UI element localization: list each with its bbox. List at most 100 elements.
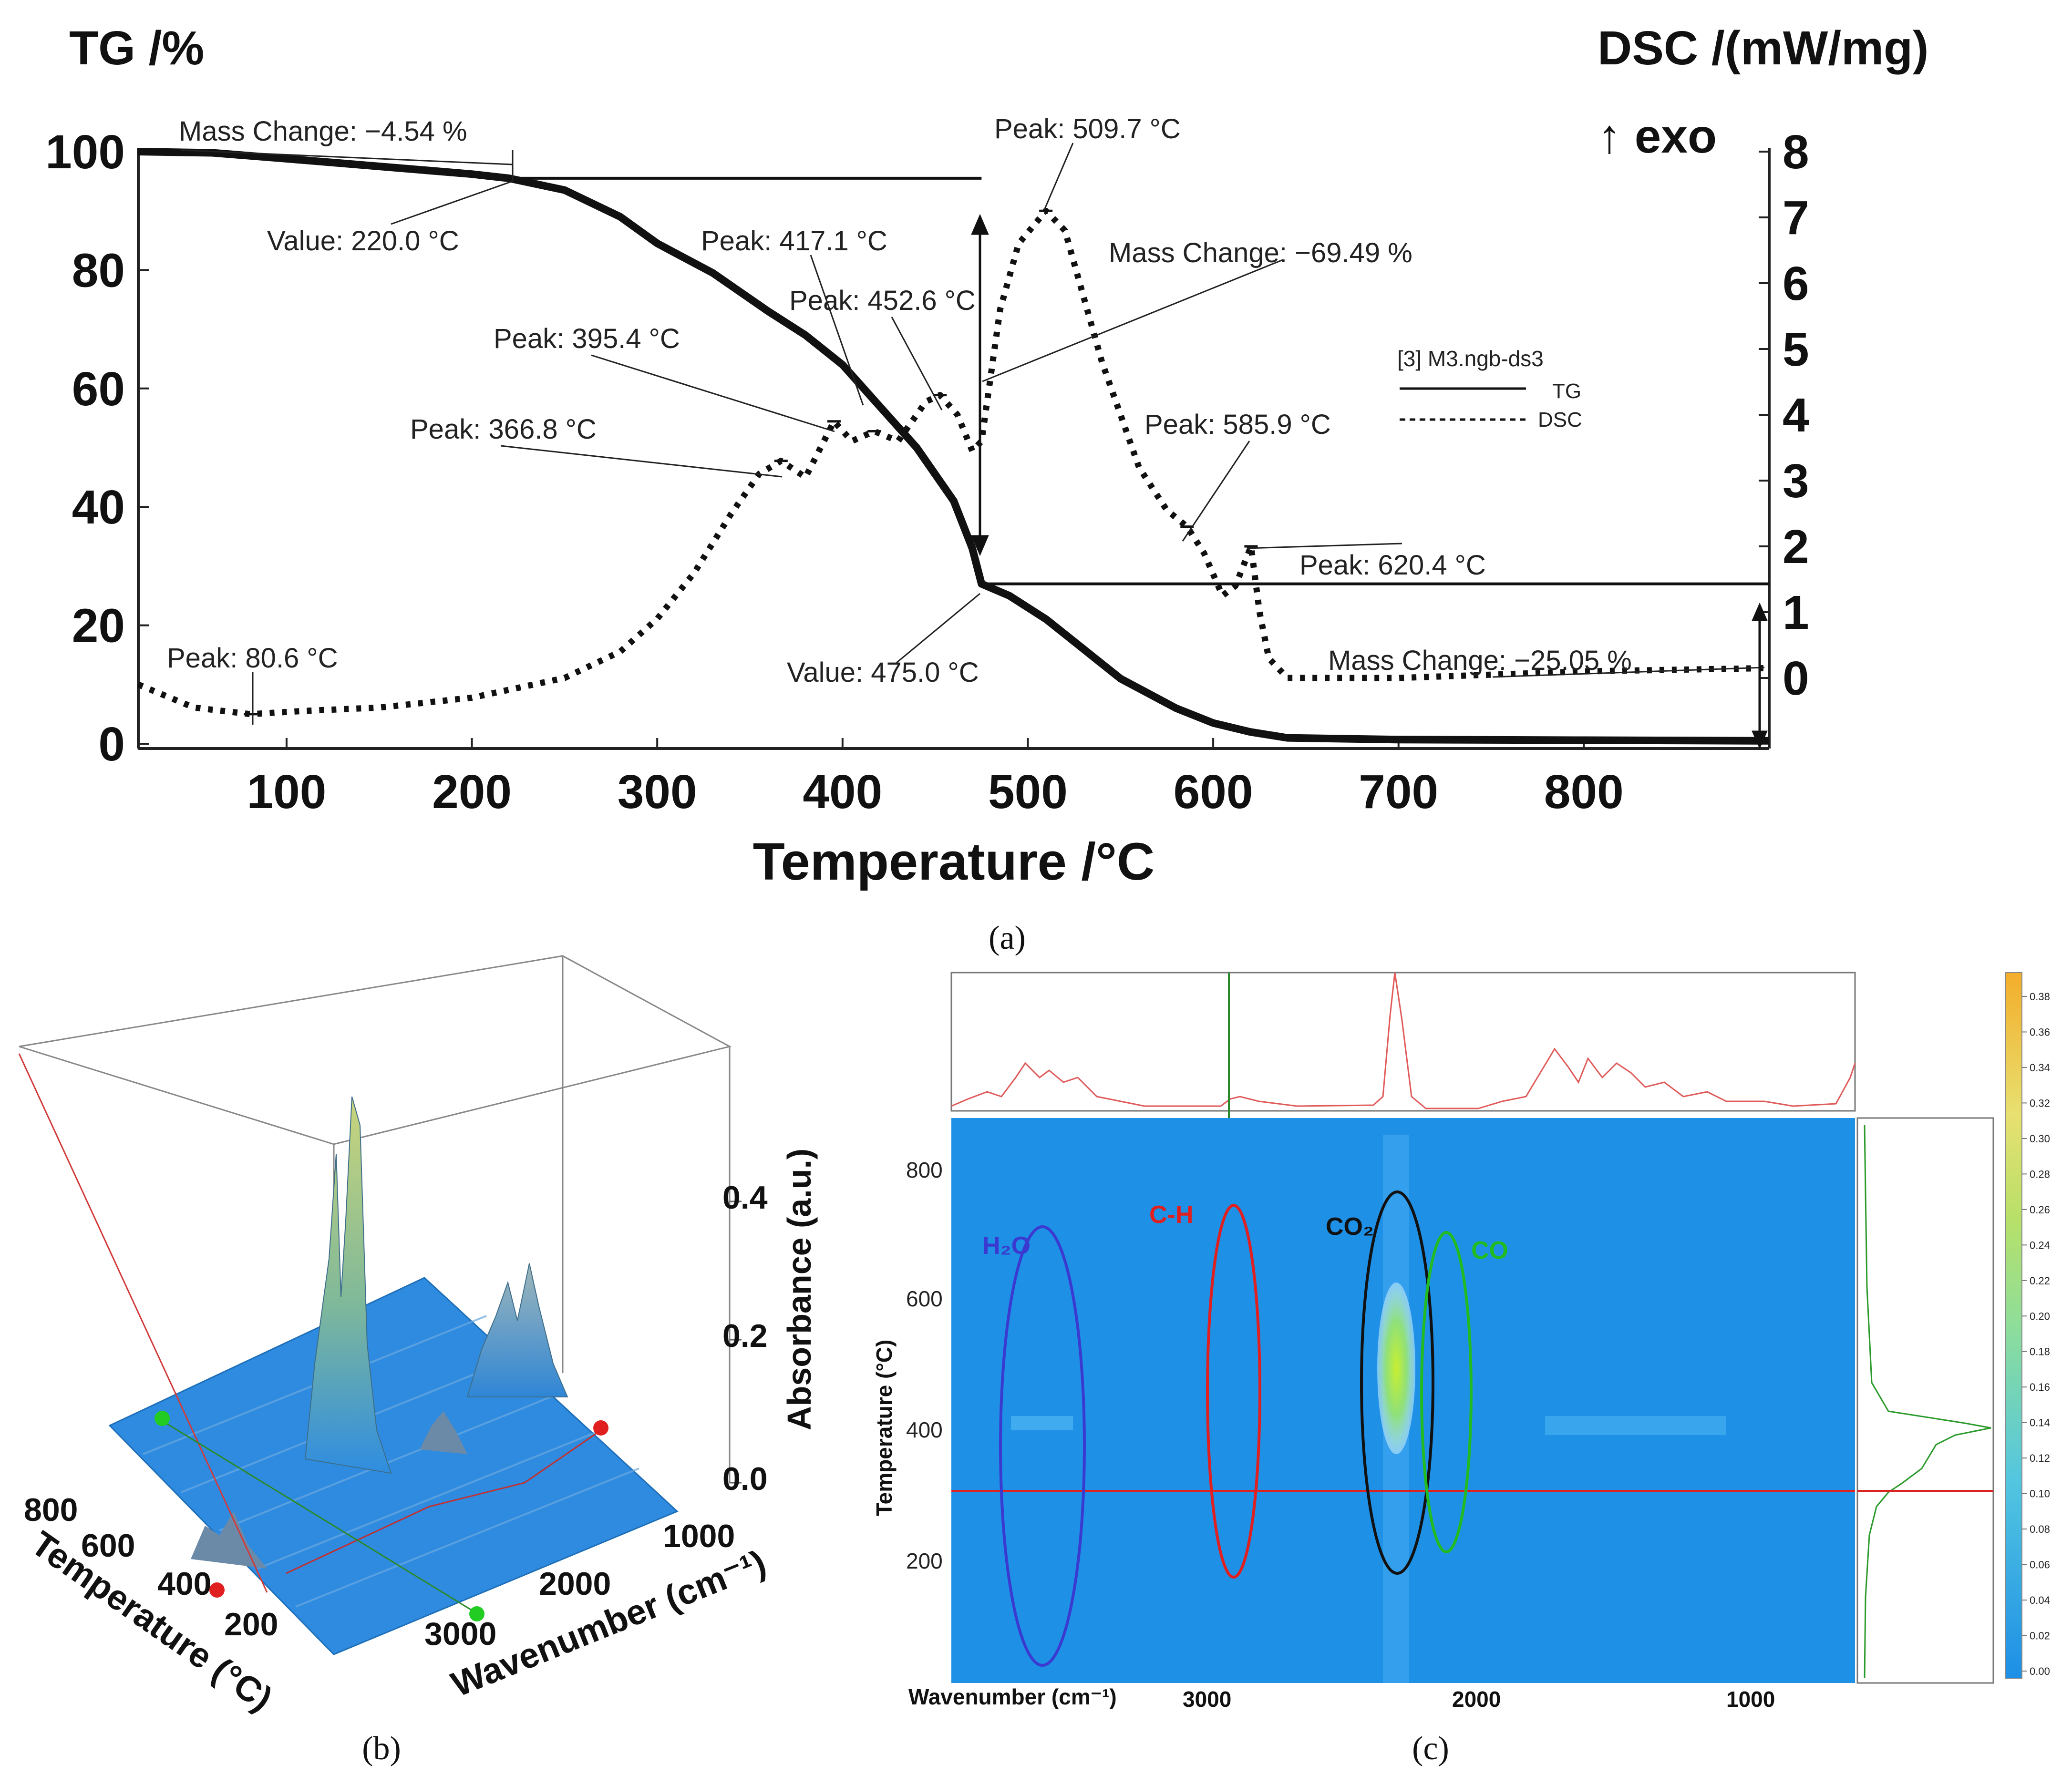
c-temp-tick-800: 800 — [906, 1158, 943, 1182]
colorbar-tick-label: 0.02 — [2030, 1630, 2050, 1642]
colorbar-tick-label: 0.32 — [2030, 1097, 2050, 1109]
marker-green-2 — [469, 1606, 484, 1621]
wn-tick-1000: 1000 — [663, 1518, 735, 1554]
surface-fingerprint-peaks — [466, 1263, 568, 1397]
top-spectrum-box — [950, 972, 1856, 1112]
colorbar-tick-label: 0.38 — [2030, 991, 2050, 1003]
right-tick-label: 4 — [1783, 389, 1809, 442]
z-tick-0-0: 0.0 — [722, 1461, 768, 1497]
colorbar-tick-label: 0.04 — [2030, 1594, 2050, 1606]
arrow-head-top-2 — [1752, 602, 1768, 621]
legend-sample-name: [3] M3.ngb-ds3 — [1397, 346, 1544, 371]
left-tick-label: 60 — [72, 362, 125, 416]
x-tick-label: 400 — [803, 765, 882, 819]
temp-tick-200: 200 — [224, 1606, 278, 1642]
surface-minor-peaks — [420, 1411, 467, 1454]
tg-dsc-ticks: 100 200 300 400 500 600 700 800 0 20 40 60 80 100 0 1 2 3… — [45, 125, 1809, 819]
colorbar-tick-label: 0.06 — [2030, 1559, 2050, 1571]
leader-peak-417-1 — [810, 255, 864, 406]
region-ch-label: C-H — [1149, 1201, 1193, 1229]
wn-tick-2000: 2000 — [539, 1566, 611, 1602]
colorbar-tick-label: 0.18 — [2030, 1346, 2050, 1358]
right-tick-label: 6 — [1783, 257, 1809, 310]
marker-red-1 — [593, 1420, 608, 1436]
box-top-face — [19, 955, 732, 1145]
region-water-label: H₂O — [982, 1232, 1031, 1260]
x-tick-label: 600 — [1174, 765, 1253, 819]
colorbar-tick-label: 0.10 — [2030, 1488, 2050, 1500]
annotations: Mass Change: −4.54 % Value: 220.0 °C Pea… — [167, 113, 1632, 688]
annotation-peak-366-8: Peak: 366.8 °C — [410, 414, 597, 445]
colorbar-tick-label: 0.20 — [2030, 1310, 2050, 1322]
fingerprint-band-faint — [1545, 1416, 1726, 1435]
leader-peak-395-4 — [591, 354, 835, 432]
left-tick-label: 20 — [72, 599, 125, 653]
leader-peak-509-7 — [1043, 143, 1074, 210]
x-tick-label: 500 — [988, 765, 1068, 819]
right-tick-label: 8 — [1783, 125, 1809, 179]
c-temp-tick-400: 400 — [906, 1417, 943, 1442]
leader-value-220 — [391, 180, 513, 225]
x-tick-label: 200 — [432, 765, 512, 819]
leader-mass-change-1 — [181, 149, 513, 165]
annotation-mass-change-3: Mass Change: −25.05 % — [1328, 645, 1632, 676]
co2-band-hotspot — [1377, 1283, 1415, 1454]
arrow-head-bottom-2 — [1752, 730, 1768, 749]
z-tick-0-4: 0.4 — [722, 1180, 768, 1216]
tg-curve — [138, 148, 1770, 745]
annotation-peak-585-9: Peak: 585.9 °C — [1144, 409, 1331, 440]
tg-axis-title: TG /% — [69, 21, 204, 75]
colorbar-tick-label: 0.26 — [2030, 1204, 2050, 1216]
colorbar-tick-label: 0.14 — [2030, 1417, 2050, 1429]
right-profile-trace — [1864, 1125, 1991, 1679]
right-tick-label: 3 — [1783, 454, 1809, 508]
wn-tick-3000: 3000 — [424, 1616, 496, 1652]
exo-direction-label: ↑ exo — [1598, 110, 1717, 163]
x-axis-title: Temperature /°C — [753, 832, 1155, 891]
c-x-axis-title: Wavenumber (cm⁻¹) — [908, 1684, 1117, 1709]
tg-dsc-chart: TG /% DSC /(mW/mg) ↑ exo 100 200 300 400 500… — [45, 21, 1928, 956]
leader-peak-585-9 — [1182, 441, 1250, 542]
temp-tick-600: 600 — [81, 1528, 135, 1564]
left-tick-label: 80 — [72, 244, 125, 297]
annotation-leaders — [181, 143, 1765, 725]
right-tick-label: 2 — [1783, 520, 1809, 574]
z-axis-title: Absorbance (a.u.) — [781, 1149, 818, 1430]
colorbar-tick-label: 0.24 — [2030, 1239, 2050, 1251]
x-tick-label: 100 — [247, 765, 326, 819]
ftir-2d-map: H₂O C-H CO₂ CO Temperature (°C) 800 600 … — [872, 972, 2050, 1767]
region-co2-label: CO₂ — [1326, 1213, 1374, 1241]
right-tick-label: 5 — [1783, 323, 1809, 376]
right-tick-label: 1 — [1783, 586, 1809, 639]
annotation-value-475: Value: 475.0 °C — [787, 657, 979, 688]
arrow-head-top — [971, 214, 989, 235]
temp-tick-800: 800 — [24, 1492, 78, 1528]
surface-ch-peaks — [191, 1511, 267, 1569]
c-temp-tick-200: 200 — [906, 1549, 943, 1573]
leader-value-475 — [896, 593, 980, 664]
marker-red-2 — [209, 1582, 225, 1598]
z-tick-0-2: 0.2 — [722, 1318, 768, 1354]
annotation-peak-452-6: Peak: 452.6 °C — [789, 285, 976, 316]
annotation-mass-change-2: Mass Change: −69.49 % — [1109, 237, 1412, 268]
annotation-peak-80-6: Peak: 80.6 °C — [167, 643, 338, 674]
temp-tick-400: 400 — [157, 1566, 211, 1602]
annotation-peak-620-4: Peak: 620.4 °C — [1299, 550, 1486, 581]
mass-change-arrows — [971, 214, 1768, 749]
panel-label-c: (c) — [1412, 1730, 1449, 1767]
marker-green-1 — [155, 1411, 170, 1426]
x-tick-label: 800 — [1544, 765, 1624, 819]
colorbar-tick-label: 0.16 — [2030, 1381, 2050, 1393]
colorbar-tick-label: 0.34 — [2030, 1062, 2050, 1074]
legend-tg-label: TG — [1552, 380, 1581, 403]
colorbar-tick-label: 0.08 — [2030, 1523, 2050, 1535]
colorbar-tick-label: 0.12 — [2030, 1452, 2050, 1464]
tg-dsc-series — [137, 148, 1770, 745]
region-co2-ellipse — [1360, 1190, 1434, 1575]
top-spectrum-trace — [951, 972, 1856, 1109]
right-tick-label: 0 — [1783, 652, 1809, 705]
annotation-peak-395-4: Peak: 395.4 °C — [494, 323, 680, 354]
region-ch-ellipse — [1206, 1204, 1261, 1579]
dsc-axis-title: DSC /(mW/mg) — [1598, 21, 1928, 75]
